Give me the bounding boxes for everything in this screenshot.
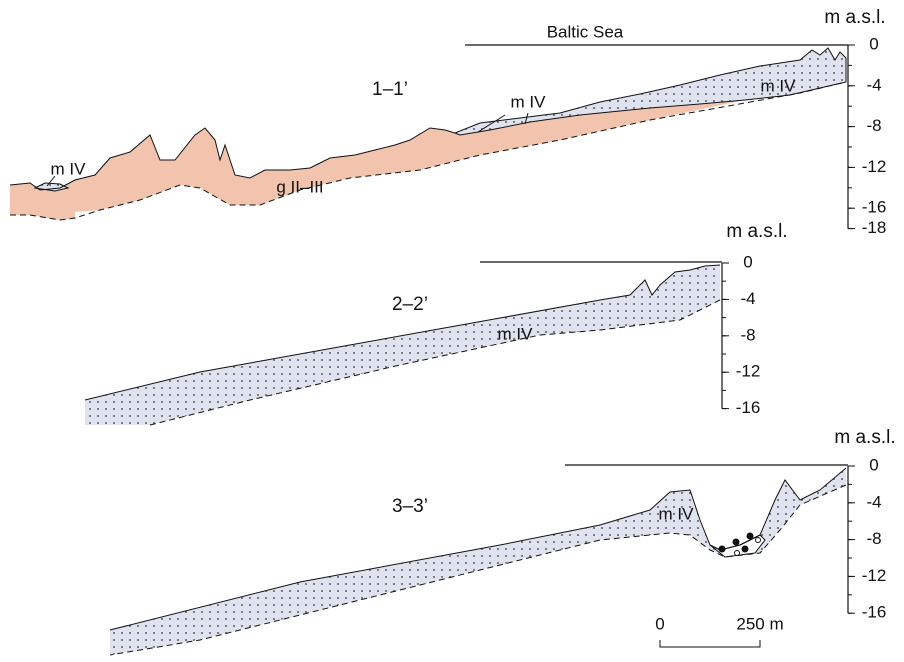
section-label: 2–2’ xyxy=(392,294,428,315)
unit-label: g II–III xyxy=(276,177,323,196)
unit-label: m IV xyxy=(511,92,547,111)
gravel xyxy=(742,546,749,553)
axis-title: m a.s.l. xyxy=(824,7,885,28)
marine-deposit xyxy=(85,265,720,425)
tick-label: -16 xyxy=(862,603,887,622)
section-label: 3–3’ xyxy=(392,496,428,517)
tick-label: -12 xyxy=(862,157,887,176)
scale-bar: 0 250 m xyxy=(655,614,783,647)
tick-label: -8 xyxy=(866,529,881,548)
axis-title: m a.s.l. xyxy=(726,221,787,242)
tick-label: -16 xyxy=(736,398,761,417)
unit-label: m IV xyxy=(761,76,797,95)
tick-label: 0 xyxy=(743,252,752,271)
tick-label: -16 xyxy=(862,198,887,217)
tick-label: -12 xyxy=(736,362,761,381)
gravel xyxy=(733,539,740,546)
scale-start: 0 xyxy=(655,614,664,633)
unit-label: m IV xyxy=(51,159,87,178)
glacial-deposit xyxy=(10,100,745,220)
tick-label: 0 xyxy=(869,34,878,53)
axis-title: m a.s.l. xyxy=(834,427,895,448)
pebble xyxy=(756,538,761,543)
section-2: m a.s.l. 2–2’ m IV xyxy=(85,221,788,425)
tick-label: -18 xyxy=(862,218,887,237)
tick-label: -4 xyxy=(740,289,755,308)
tick-label: 0 xyxy=(869,455,878,474)
sea-label: Baltic Sea xyxy=(547,22,624,41)
section-1: Baltic Sea m a.s.l. 1–1’ m IV m IV m IV … xyxy=(10,7,886,220)
tick-label: -4 xyxy=(866,75,881,94)
tick-label: -12 xyxy=(862,566,887,585)
unit-label: m IV xyxy=(498,324,534,343)
cross-section-diagram: Baltic Sea m a.s.l. 1–1’ m IV m IV m IV … xyxy=(0,0,904,662)
scale-end: 250 m xyxy=(736,614,783,633)
scale-line xyxy=(660,640,760,647)
tick-label: -4 xyxy=(866,492,881,511)
tick-label: -8 xyxy=(866,116,881,135)
section-label: 1–1’ xyxy=(372,79,408,100)
tick-label: -8 xyxy=(740,325,755,344)
unit-label: m IV xyxy=(659,504,695,523)
pebble xyxy=(735,551,740,556)
